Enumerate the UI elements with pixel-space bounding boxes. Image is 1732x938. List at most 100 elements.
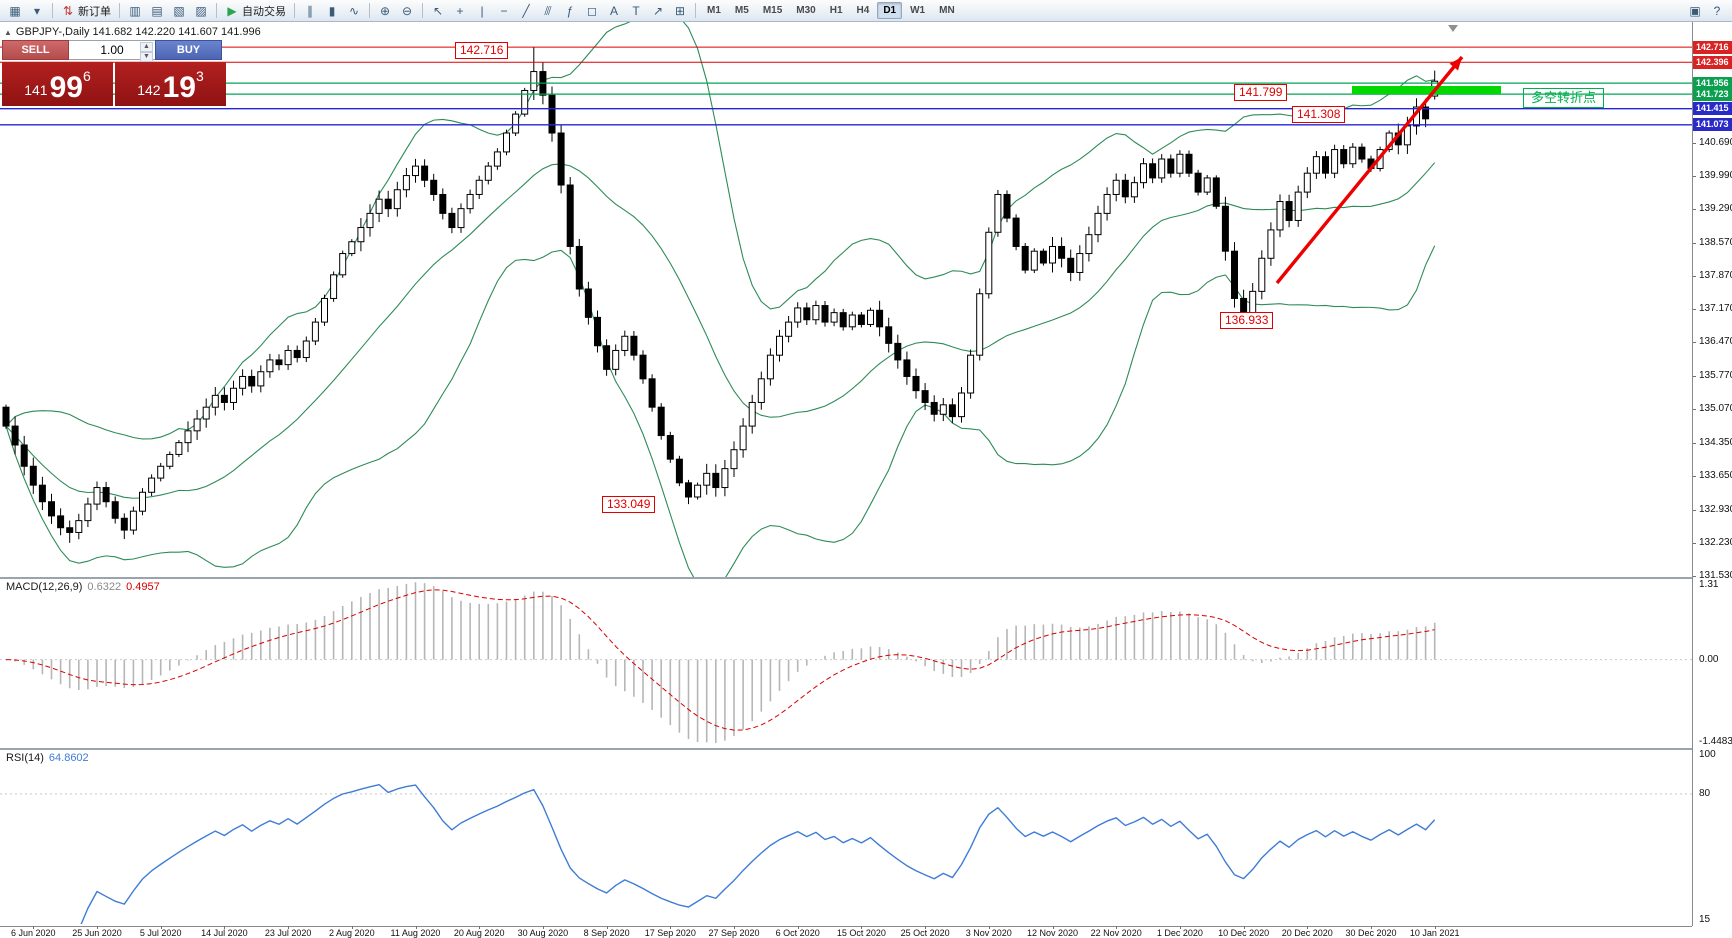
help-button[interactable]: ? bbox=[1707, 1, 1727, 21]
candle-body[interactable] bbox=[1039, 250, 1047, 264]
candle-body[interactable] bbox=[466, 193, 474, 210]
candle-body[interactable] bbox=[1176, 153, 1184, 174]
timeframe-mn-button[interactable]: MN bbox=[939, 5, 955, 16]
candle-body[interactable] bbox=[1331, 149, 1339, 174]
rsi-pane[interactable] bbox=[0, 750, 1692, 924]
annotation-note[interactable]: 多空转折点 bbox=[1523, 88, 1605, 108]
timeframe-m1-button[interactable]: M1 bbox=[707, 5, 721, 16]
candle-body[interactable] bbox=[1049, 245, 1056, 264]
candle-body[interactable] bbox=[257, 371, 265, 387]
candle-body[interactable] bbox=[1121, 179, 1129, 198]
price-callout-142.716[interactable]: 142.716 bbox=[455, 42, 509, 59]
candle-body[interactable] bbox=[876, 309, 884, 328]
candle-body[interactable] bbox=[1030, 250, 1038, 271]
candle-body[interactable] bbox=[1140, 163, 1147, 184]
navigator-button[interactable]: ▧ bbox=[169, 1, 189, 21]
candle-body[interactable] bbox=[1012, 217, 1020, 247]
candle-body[interactable] bbox=[1285, 201, 1293, 221]
candle-body[interactable] bbox=[639, 354, 647, 380]
candle-body[interactable] bbox=[675, 458, 683, 484]
candle-body[interactable] bbox=[157, 465, 165, 479]
candle-body[interactable] bbox=[857, 314, 865, 325]
candle-body[interactable] bbox=[994, 193, 1002, 233]
candle-body[interactable] bbox=[1076, 253, 1084, 273]
timeframe-m30-button[interactable]: M30 bbox=[796, 5, 816, 16]
candle-body[interactable] bbox=[439, 193, 447, 214]
candle-body[interactable] bbox=[193, 418, 201, 432]
bollinger-lower-band[interactable] bbox=[5, 245, 1436, 577]
candle-body[interactable] bbox=[894, 342, 902, 361]
price-callout-133.049[interactable]: 133.049 bbox=[602, 496, 656, 513]
candle-body[interactable] bbox=[557, 132, 565, 186]
candle-body[interactable] bbox=[939, 404, 947, 415]
candle-body[interactable] bbox=[302, 340, 310, 359]
trend-arrow-line[interactable] bbox=[1275, 55, 1464, 285]
candle-body[interactable] bbox=[721, 468, 729, 489]
price-chart-pane[interactable] bbox=[0, 22, 1692, 577]
candle-body[interactable] bbox=[1276, 201, 1284, 231]
candle-body[interactable] bbox=[93, 487, 101, 505]
candle-body[interactable] bbox=[75, 520, 83, 533]
pane-separator[interactable] bbox=[0, 748, 1732, 751]
candle-body[interactable] bbox=[521, 89, 529, 115]
candle-body[interactable] bbox=[230, 387, 237, 403]
rsi-line[interactable] bbox=[15, 783, 1436, 924]
candle-body[interactable] bbox=[1130, 182, 1138, 198]
candle-body[interactable] bbox=[839, 312, 847, 328]
candle-body[interactable] bbox=[311, 321, 319, 342]
candle-body[interactable] bbox=[457, 208, 465, 229]
candle-body[interactable] bbox=[1021, 245, 1029, 271]
chart-windows-button[interactable]: ▣ bbox=[1685, 1, 1705, 21]
price-callout-141.308[interactable]: 141.308 bbox=[1292, 106, 1346, 123]
cursor-button[interactable]: ↖ bbox=[428, 1, 448, 21]
fibonacci-button[interactable]: ƒ bbox=[560, 1, 580, 21]
candle-body[interactable] bbox=[448, 212, 456, 229]
new-chart-button[interactable]: ▦ bbox=[5, 1, 25, 21]
buy-button[interactable]: BUY bbox=[155, 40, 222, 60]
candle-body[interactable] bbox=[211, 394, 219, 408]
timeframe-h1-button[interactable]: H1 bbox=[829, 5, 843, 16]
candle-body[interactable] bbox=[284, 349, 292, 366]
text-label-button[interactable]: T bbox=[626, 1, 646, 21]
candle-body[interactable] bbox=[1112, 179, 1120, 195]
candle-body[interactable] bbox=[976, 293, 984, 356]
candle-body[interactable] bbox=[57, 515, 65, 529]
candle-body[interactable] bbox=[248, 375, 256, 387]
candle-body[interactable] bbox=[202, 406, 210, 420]
arrows-button[interactable]: ↗ bbox=[648, 1, 668, 21]
bar-chart-button[interactable]: ∥ bbox=[300, 1, 320, 21]
candle-body[interactable] bbox=[1003, 193, 1011, 219]
channel-button[interactable]: ⫻ bbox=[538, 1, 558, 21]
crosshair-button[interactable]: + bbox=[450, 1, 470, 21]
candle-body[interactable] bbox=[129, 510, 137, 531]
timeframe-m5-button[interactable]: M5 bbox=[734, 5, 749, 16]
candle-body[interactable] bbox=[985, 231, 993, 295]
shapes-button[interactable]: ◻ bbox=[582, 1, 602, 21]
candle-body[interactable] bbox=[575, 245, 583, 290]
ask-price-box[interactable]: 142 19 3 bbox=[115, 62, 226, 106]
candle-body[interactable] bbox=[821, 305, 829, 323]
candle-body[interactable] bbox=[803, 307, 811, 321]
horizontal-line-button[interactable]: − bbox=[494, 1, 514, 21]
candle-body[interactable] bbox=[794, 307, 802, 323]
candle-body[interactable] bbox=[630, 335, 638, 356]
lot-increase-icon[interactable]: ▲ bbox=[140, 42, 153, 52]
candle-body[interactable] bbox=[1221, 205, 1229, 252]
candle-body[interactable] bbox=[29, 465, 37, 486]
candle-body[interactable] bbox=[321, 297, 328, 323]
candle-body[interactable] bbox=[612, 349, 620, 370]
sell-button[interactable]: SELL bbox=[2, 40, 69, 60]
candle-body[interactable] bbox=[621, 335, 629, 351]
candle-body[interactable] bbox=[1340, 149, 1348, 165]
candle-body[interactable] bbox=[712, 472, 720, 489]
candle-body[interactable] bbox=[703, 472, 711, 486]
candle-body[interactable] bbox=[412, 165, 419, 177]
candle-body[interactable] bbox=[375, 198, 383, 214]
candle-body[interactable] bbox=[1094, 212, 1102, 236]
one-click-collapse-icon[interactable]: ▲ bbox=[4, 27, 12, 37]
candle-body[interactable] bbox=[1167, 158, 1175, 174]
macd-pane[interactable] bbox=[0, 579, 1692, 748]
candle-body[interactable] bbox=[1085, 234, 1093, 255]
lot-decrease-icon[interactable]: ▼ bbox=[140, 52, 153, 62]
candle-body[interactable] bbox=[548, 94, 556, 134]
